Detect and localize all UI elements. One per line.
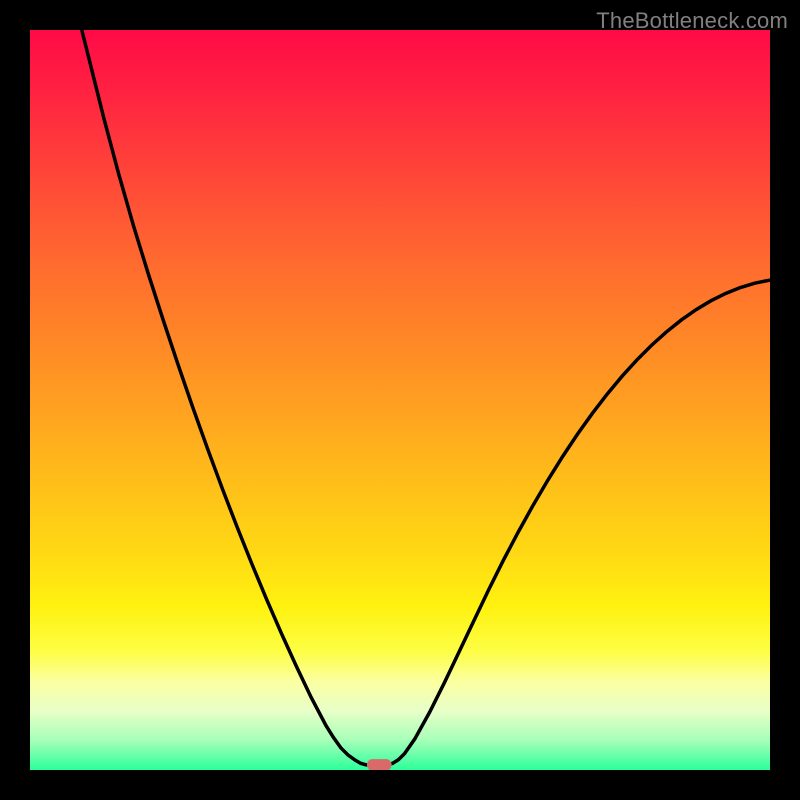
chart-container: TheBottleneck.com <box>0 0 800 800</box>
watermark-text: TheBottleneck.com <box>596 8 788 34</box>
minimum-marker <box>367 760 391 770</box>
chart-svg <box>0 0 800 800</box>
plot-background <box>30 30 770 770</box>
